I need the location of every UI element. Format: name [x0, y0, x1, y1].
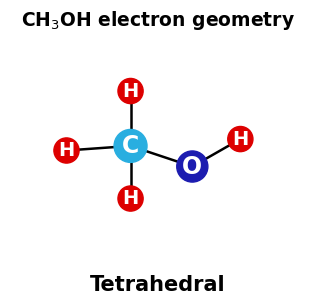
- Text: H: H: [232, 129, 248, 149]
- Text: Tetrahedral: Tetrahedral: [90, 275, 226, 295]
- Circle shape: [118, 79, 143, 104]
- Text: CH$_3$OH electron geometry: CH$_3$OH electron geometry: [21, 9, 295, 32]
- Circle shape: [54, 138, 79, 163]
- Circle shape: [114, 129, 147, 163]
- Circle shape: [118, 186, 143, 211]
- Text: C: C: [122, 134, 139, 158]
- Text: H: H: [58, 141, 75, 160]
- Circle shape: [228, 126, 253, 152]
- Circle shape: [177, 151, 208, 182]
- Text: H: H: [122, 189, 139, 208]
- Text: H: H: [122, 82, 139, 101]
- Text: O: O: [182, 154, 202, 178]
